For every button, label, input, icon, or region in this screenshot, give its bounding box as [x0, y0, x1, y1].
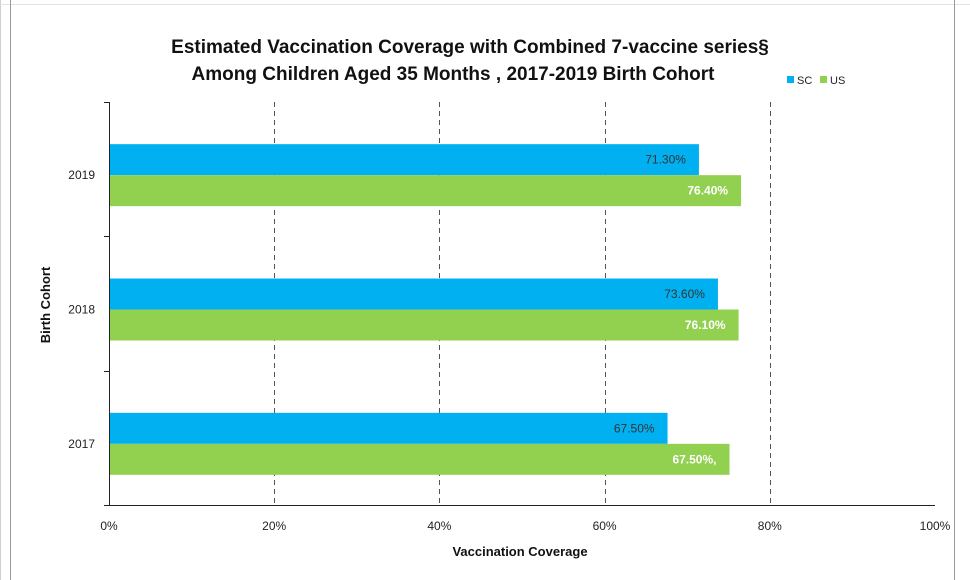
bar-us-2019 [110, 175, 742, 207]
legend-label-us: US [830, 75, 845, 87]
bar-labels: 67.50% 67.50%, 73.60% 76.10% 71.30% 76.40% [614, 153, 729, 467]
y-tick-label-2018: 2018 [68, 303, 95, 317]
data-label-us-2019: 76.40% [687, 184, 728, 198]
legend-swatch-sc [787, 76, 794, 83]
y-tick-labels: 2017 2018 2019 [68, 168, 95, 451]
axes [104, 102, 935, 506]
data-label-us-2017: 67.50%, [672, 452, 716, 466]
legend: SC US [787, 75, 845, 87]
chart-title-line-2: Among Children Aged 35 Months , 2017-201… [192, 64, 716, 85]
y-tick-label-2017: 2017 [68, 437, 95, 451]
bars [110, 144, 742, 475]
data-label-sc-2018: 73.60% [664, 287, 705, 301]
y-axis-title: Birth Cohort [38, 266, 53, 343]
bar-sc-2019 [110, 144, 699, 176]
bar-us-2017 [110, 443, 730, 475]
data-label-sc-2017: 67.50% [614, 421, 655, 435]
x-tick-label: 80% [758, 519, 782, 533]
x-tick-label: 60% [593, 519, 617, 533]
x-tick-label: 40% [427, 519, 451, 533]
bar-us-2018 [110, 309, 739, 341]
x-tick-label: 100% [920, 519, 951, 533]
legend-label-sc: SC [797, 75, 812, 87]
chart-title-line-1: Estimated Vaccination Coverage with Comb… [171, 37, 769, 58]
data-label-sc-2019: 71.30% [645, 153, 686, 167]
bar-sc-2017 [110, 412, 668, 444]
y-tick-label-2019: 2019 [68, 168, 95, 182]
x-axis-title: Vaccination Coverage [452, 544, 587, 559]
bar-sc-2018 [110, 278, 718, 310]
x-tick-labels: 0% 20% 40% 60% 80% 100% [100, 519, 950, 533]
x-tick-label: 0% [100, 519, 118, 533]
x-tick-label: 20% [262, 519, 286, 533]
data-label-us-2018: 76.10% [685, 318, 726, 332]
legend-swatch-us [820, 76, 827, 83]
